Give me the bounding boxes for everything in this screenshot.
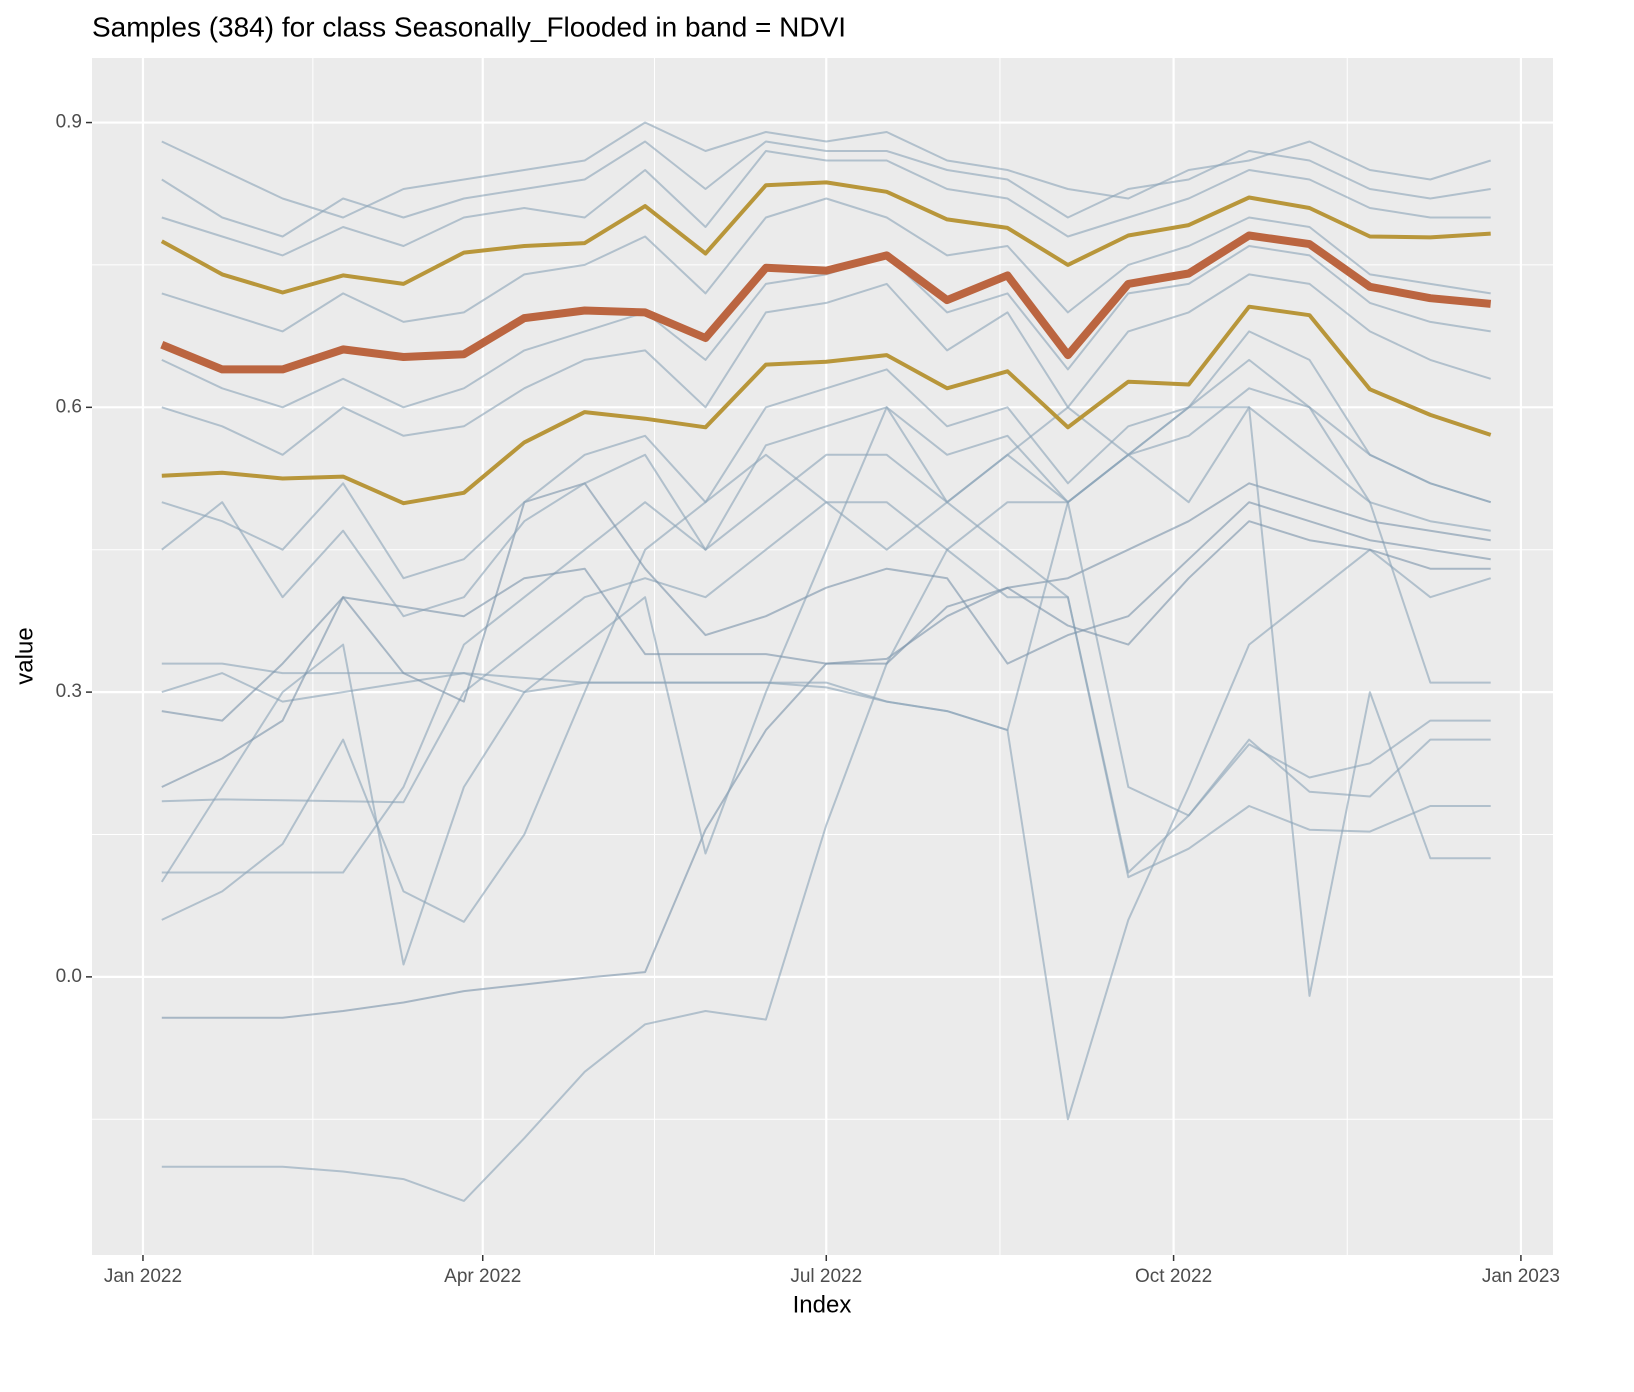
sample-line [161,150,1491,257]
x-tick-label: Jul 2022 [790,1266,862,1287]
sample-line [161,453,1491,923]
x-tick-label: Jan 2023 [1482,1266,1560,1287]
sample-line [161,140,1491,238]
y-tick-label: 0.3 [56,681,82,702]
sample-line [160,406,1491,997]
summary-line [160,231,1492,374]
sample-line [161,387,1491,618]
plot-panel [92,58,1553,1255]
x-tick-label: Apr 2022 [444,1266,521,1287]
x-axis-title: Index [793,1291,852,1318]
sample-line [161,520,1491,788]
chart-title: Samples (384) for class Seasonally_Flood… [92,11,846,42]
sample-line [161,453,1491,874]
sample-line [161,197,1491,333]
sample-line [161,358,1491,1202]
lines [160,121,1492,1202]
y-tick-label: 0.0 [56,966,82,987]
sample-line [161,406,1491,732]
y-tick-label: 0.6 [56,396,82,417]
x-tick-label: Jan 2022 [104,1266,182,1287]
y-axis-title: value [11,627,38,684]
sample-line [161,330,1491,580]
sample-line [161,273,1491,456]
sample-line [161,548,1492,1121]
grid [92,58,1553,1255]
sample-line [161,482,1491,722]
summary-line [160,180,1491,295]
y-tick-label: 0.9 [56,112,82,133]
summary-line [161,304,1492,506]
x-tick-label: Oct 2022 [1135,1266,1212,1287]
